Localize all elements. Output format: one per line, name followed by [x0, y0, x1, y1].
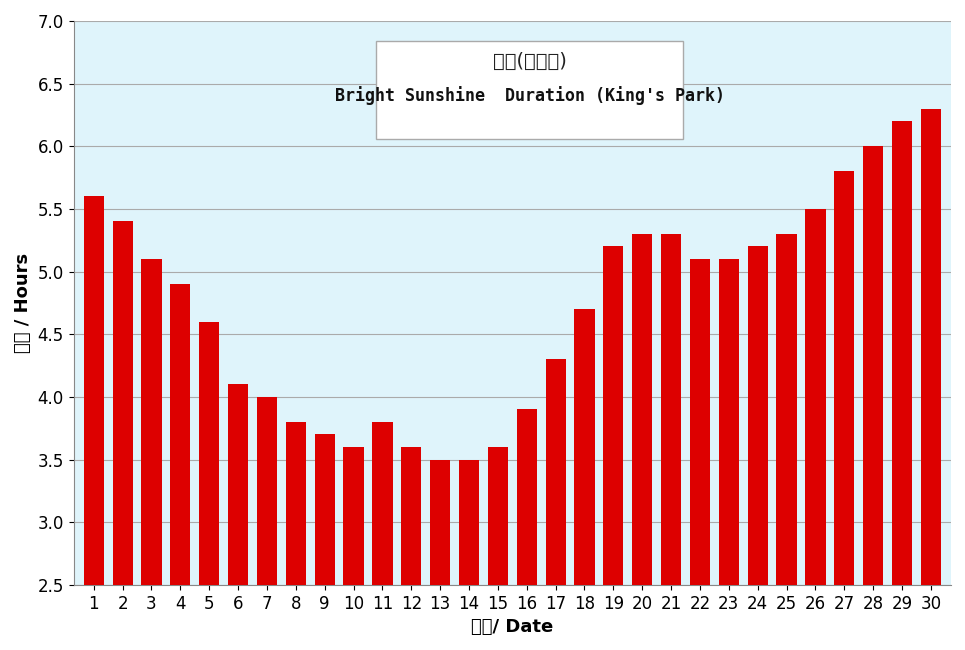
Bar	[401, 447, 422, 650]
Bar	[574, 309, 594, 650]
Bar	[603, 246, 623, 650]
Y-axis label: 小時 / Hours: 小時 / Hours	[14, 253, 32, 353]
Bar	[806, 209, 825, 650]
Bar	[690, 259, 710, 650]
Bar	[719, 259, 739, 650]
Bar	[748, 246, 768, 650]
Bar	[142, 259, 161, 650]
Bar	[516, 410, 537, 650]
Bar	[170, 284, 190, 650]
Bar	[228, 384, 248, 650]
Text: Bright Sunshine  Duration (King's Park): Bright Sunshine Duration (King's Park)	[335, 86, 725, 105]
Bar	[286, 422, 306, 650]
Bar	[545, 359, 565, 650]
Bar	[863, 146, 883, 650]
Bar	[199, 322, 219, 650]
Bar	[661, 234, 681, 650]
Bar	[315, 434, 335, 650]
Bar	[257, 397, 277, 650]
Bar	[84, 196, 104, 650]
Bar	[632, 234, 652, 650]
Bar	[921, 109, 941, 650]
FancyBboxPatch shape	[376, 41, 683, 139]
Bar	[892, 121, 912, 650]
Bar	[459, 460, 480, 650]
X-axis label: 日期/ Date: 日期/ Date	[471, 618, 554, 636]
Bar	[487, 447, 508, 650]
Bar	[113, 222, 133, 650]
Bar	[834, 171, 854, 650]
Bar	[777, 234, 797, 650]
Text: 日照(京士柏): 日照(京士柏)	[493, 52, 566, 71]
Bar	[372, 422, 393, 650]
Bar	[430, 460, 451, 650]
Bar	[344, 447, 364, 650]
